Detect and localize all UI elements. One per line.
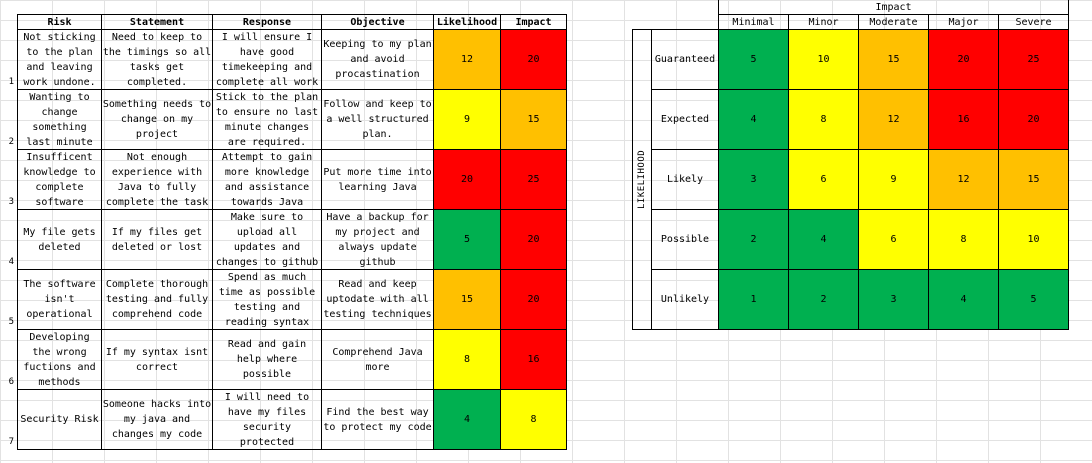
statement-cell[interactable]: Complete thorough testing and fully comp… (101, 269, 213, 330)
row-number: 3 (8, 197, 14, 207)
header-impact[interactable]: Impact (500, 14, 567, 30)
matrix-cell[interactable]: 15 (998, 149, 1069, 210)
statement-cell[interactable]: If my syntax isnt correct (101, 329, 213, 390)
impact-cell[interactable]: 15 (500, 89, 567, 150)
objective-cell[interactable]: Comprehend Java more (321, 329, 434, 390)
statement-cell[interactable]: Need to keep to the timings so all tasks… (101, 29, 213, 90)
objective-cell[interactable]: Have a backup for my project and always … (321, 209, 434, 270)
matrix-cell[interactable]: 6 (788, 149, 859, 210)
risk-cell[interactable]: Developing the wrong fuctions and method… (17, 329, 102, 390)
matrix-cell[interactable]: 4 (718, 89, 789, 150)
matrix-cell[interactable]: 25 (998, 29, 1069, 90)
impact-level-major[interactable]: Major (928, 14, 999, 30)
likelihood-cell[interactable]: 8 (433, 329, 501, 390)
matrix-cell[interactable]: 4 (788, 209, 859, 270)
impact-level-minor[interactable]: Minor (788, 14, 859, 30)
likelihood-cell[interactable]: 4 (433, 389, 501, 450)
likelihood-title-text: LIKELIHOOD (637, 149, 647, 210)
likelihood-title[interactable]: LIKELIHOOD (632, 29, 652, 330)
impact-level-moderate[interactable]: Moderate (858, 14, 929, 30)
objective-cell[interactable]: Follow and keep to a well structured pla… (321, 89, 434, 150)
likelihood-cell[interactable]: 5 (433, 209, 501, 270)
statement-cell[interactable]: Not enough experience with Java to fully… (101, 149, 213, 210)
objective-cell[interactable]: Find the best way to protect my code (321, 389, 434, 450)
matrix-cell[interactable]: 8 (928, 209, 999, 270)
objective-cell[interactable]: Read and keep uptodate with all testing … (321, 269, 434, 330)
matrix-cell[interactable]: 2 (788, 269, 859, 330)
matrix-cell[interactable]: 1 (718, 269, 789, 330)
matrix-cell[interactable]: 3 (858, 269, 929, 330)
matrix-cell[interactable]: 4 (928, 269, 999, 330)
risk-cell[interactable]: My file gets deleted (17, 209, 102, 270)
response-cell[interactable]: Read and gain help where possible (212, 329, 322, 390)
matrix-cell[interactable]: 20 (998, 89, 1069, 150)
statement-cell[interactable]: Something needs to change on my project (101, 89, 213, 150)
impact-level-minimal[interactable]: Minimal (718, 14, 789, 30)
likelihood-level-guaranteed[interactable]: Guaranteed (651, 29, 719, 90)
impact-cell[interactable]: 8 (500, 389, 567, 450)
response-cell[interactable]: Attempt to gain more knowledge and assis… (212, 149, 322, 210)
matrix-cell[interactable]: 12 (928, 149, 999, 210)
matrix-cell[interactable]: 6 (858, 209, 929, 270)
impact-cell[interactable]: 20 (500, 269, 567, 330)
likelihood-cell[interactable]: 9 (433, 89, 501, 150)
matrix-cell[interactable]: 10 (788, 29, 859, 90)
response-cell[interactable]: Stick to the plan to ensure no last minu… (212, 89, 322, 150)
risk-cell[interactable]: Not sticking to the plan and leaving wor… (17, 29, 102, 90)
header-risk[interactable]: Risk (17, 14, 102, 30)
matrix-cell[interactable]: 9 (858, 149, 929, 210)
likelihood-level-likely[interactable]: Likely (651, 149, 719, 210)
matrix-cell[interactable]: 3 (718, 149, 789, 210)
impact-cell[interactable]: 25 (500, 149, 567, 210)
risk-cell[interactable]: Wanting to change something last minute (17, 89, 102, 150)
matrix-cell[interactable]: 5 (998, 269, 1069, 330)
matrix-cell[interactable]: 16 (928, 89, 999, 150)
matrix-cell[interactable]: 5 (718, 29, 789, 90)
header-likelihood[interactable]: Likelihood (433, 14, 501, 30)
impact-cell[interactable]: 16 (500, 329, 567, 390)
row-number: 5 (8, 317, 14, 327)
matrix-cell[interactable]: 8 (788, 89, 859, 150)
response-cell[interactable]: I will ensure I have good timekeeping an… (212, 29, 322, 90)
impact-cell[interactable]: 20 (500, 209, 567, 270)
likelihood-level-expected[interactable]: Expected (651, 89, 719, 150)
risk-cell[interactable]: Insufficent knowledge to complete softwa… (17, 149, 102, 210)
likelihood-cell[interactable]: 12 (433, 29, 501, 90)
risk-cell[interactable]: The software isn't operational (17, 269, 102, 330)
matrix-cell[interactable]: 15 (858, 29, 929, 90)
likelihood-cell[interactable]: 15 (433, 269, 501, 330)
header-response[interactable]: Response (212, 14, 322, 30)
row-number: 1 (8, 77, 14, 87)
statement-cell[interactable]: If my files get deleted or lost (101, 209, 213, 270)
impact-level-severe[interactable]: Severe (998, 14, 1069, 30)
risk-cell[interactable]: Security Risk (17, 389, 102, 450)
row-number: 7 (8, 437, 14, 447)
matrix-cell[interactable]: 10 (998, 209, 1069, 270)
impact-cell[interactable]: 20 (500, 29, 567, 90)
header-objective[interactable]: Objective (321, 14, 434, 30)
objective-cell[interactable]: Put more time into learning Java (321, 149, 434, 210)
response-cell[interactable]: Make sure to upload all updates and chan… (212, 209, 322, 270)
matrix-cell[interactable]: 12 (858, 89, 929, 150)
likelihood-level-unlikely[interactable]: Unlikely (651, 269, 719, 330)
response-cell[interactable]: I will need to have my files security pr… (212, 389, 322, 450)
matrix-cell[interactable]: 20 (928, 29, 999, 90)
row-number: 2 (8, 137, 14, 147)
response-cell[interactable]: Spend as much time as possible testing a… (212, 269, 322, 330)
objective-cell[interactable]: Keeping to my plan and avoid procastinat… (321, 29, 434, 90)
matrix-cell[interactable]: 2 (718, 209, 789, 270)
row-number: 4 (8, 257, 14, 267)
likelihood-level-possible[interactable]: Possible (651, 209, 719, 270)
likelihood-cell[interactable]: 20 (433, 149, 501, 210)
row-number: 6 (8, 377, 14, 387)
statement-cell[interactable]: Someone hacks into my java and changes m… (101, 389, 213, 450)
impact-title[interactable]: Impact (718, 0, 1069, 15)
header-statement[interactable]: Statement (101, 14, 213, 30)
